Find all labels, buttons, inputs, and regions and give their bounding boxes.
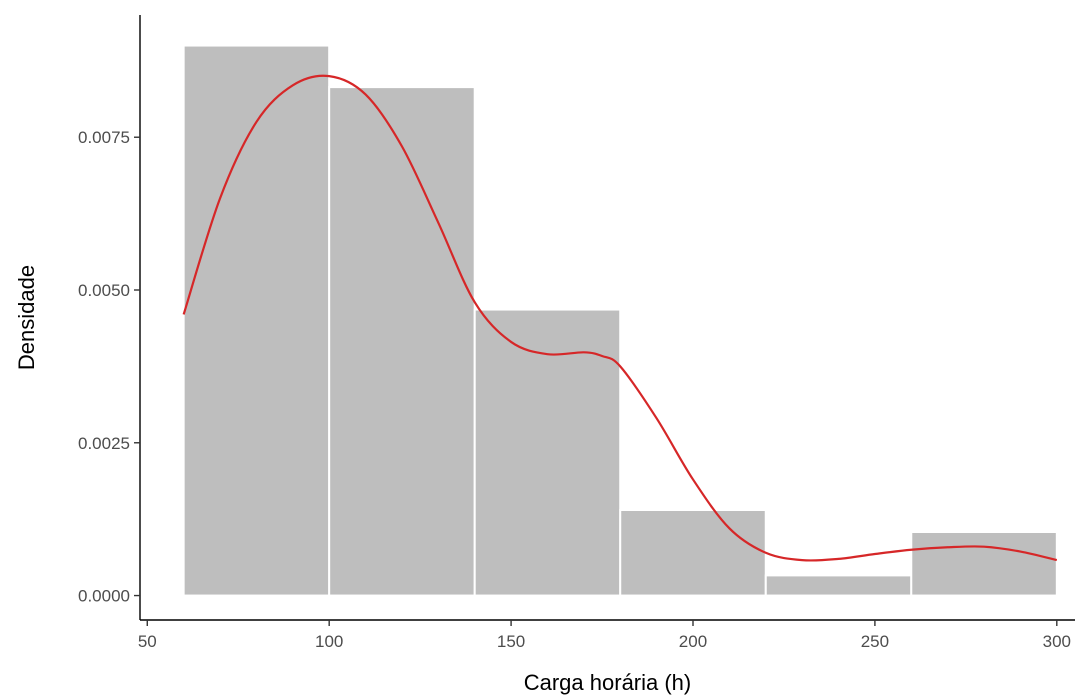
x-axis-title: Carga horária (h) [524, 670, 692, 695]
x-tick-label: 250 [861, 632, 889, 651]
histogram-bar [910, 531, 1058, 597]
y-axis-title: Densidade [14, 265, 39, 370]
histogram-bar [473, 308, 622, 597]
y-tick-label: 0.0075 [78, 128, 130, 147]
x-tick-label: 100 [315, 632, 343, 651]
x-axis-ticks: 50 100 150 200 250 300 [138, 620, 1071, 651]
x-tick-label: 150 [497, 632, 525, 651]
histogram-bar [328, 86, 476, 597]
density-curve [182, 74, 1058, 562]
histogram-bars [182, 44, 1058, 597]
y-tick-label: 0.0000 [78, 587, 130, 606]
y-tick-label: 0.0050 [78, 281, 130, 300]
histogram-bar [619, 509, 767, 597]
histogram-bar [182, 44, 331, 597]
y-tick-label: 0.0025 [78, 434, 130, 453]
y-axis-ticks: 0.0000 0.0025 0.0050 0.0075 [78, 128, 140, 606]
x-tick-label: 50 [138, 632, 157, 651]
histogram-bar [764, 574, 913, 597]
x-tick-label: 200 [679, 632, 707, 651]
x-tick-label: 300 [1043, 632, 1071, 651]
